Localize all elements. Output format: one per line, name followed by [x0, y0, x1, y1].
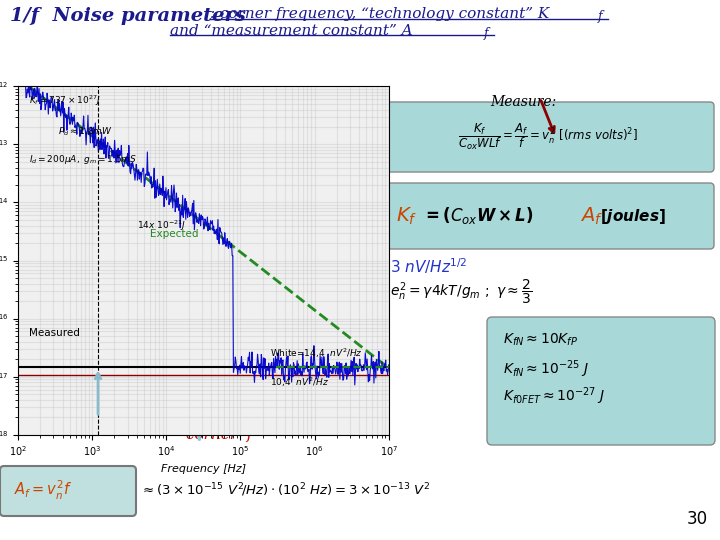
Text: $\boldsymbol{K_f}$: $\boldsymbol{K_f}$ [396, 205, 418, 227]
Text: $\boldsymbol{A_f}$: $\boldsymbol{A_f}$ [580, 205, 603, 227]
Text: Measured: Measured [29, 328, 80, 338]
Text: $\boldsymbol{[joules]}$: $\boldsymbol{[joules]}$ [600, 206, 666, 226]
Text: $P_d\approx1.8mW$: $P_d\approx1.8mW$ [58, 125, 113, 138]
Text: Expected: Expected [150, 230, 199, 239]
Text: $I_d=200\mu A,\ g_m=1.5mS$: $I_d=200\mu A,\ g_m=1.5mS$ [29, 153, 137, 166]
Text: $3\ nV / Hz^{1/2}$: $3\ nV / Hz^{1/2}$ [390, 256, 467, 276]
Text: $14x\ 10^{-21}J$: $14x\ 10^{-21}J$ [137, 219, 186, 233]
Text: $\approx (3\times10^{-15}\ V^2\!/Hz)\cdot(10^2\ Hz) = 3\times10^{-13}\ V^2$: $\approx (3\times10^{-15}\ V^2\!/Hz)\cdo… [140, 481, 431, 499]
X-axis label: Frequency [Hz]: Frequency [Hz] [161, 464, 246, 474]
Text: 1/f  Noise parameters: 1/f Noise parameters [10, 7, 246, 25]
Text: White=14,4  $nV^2/Hz$: White=14,4 $nV^2/Hz$ [270, 346, 363, 360]
Text: 10,4  $nV^2/Hz$: 10,4 $nV^2/Hz$ [270, 375, 329, 389]
FancyBboxPatch shape [487, 317, 715, 445]
FancyBboxPatch shape [381, 183, 714, 249]
Text: $e_n^2 = \gamma 4kT/g_m\ ;\ \gamma \approx \dfrac{2}{3}$: $e_n^2 = \gamma 4kT/g_m\ ;\ \gamma \appr… [390, 278, 532, 306]
Text: $\dfrac{K_f}{C_{ox}WLf} = \dfrac{A_f}{f} = v_n^2$$\ \left[(rms\ volts)^2\right]$: $\dfrac{K_f}{C_{ox}WLf} = \dfrac{A_f}{f}… [458, 122, 638, 152]
Text: $K_{fN} \approx 10K_{fP}$: $K_{fN} \approx 10K_{fP}$ [503, 332, 578, 348]
Text: $A_f = v_n^2 f$: $A_f = v_n^2 f$ [14, 478, 72, 502]
Text: : corner frequency, “technology constant” K: : corner frequency, “technology constant… [210, 7, 549, 21]
Text: $K_{fN} \approx 10^{-25}\ J$: $K_{fN} \approx 10^{-25}\ J$ [503, 358, 589, 380]
FancyBboxPatch shape [0, 466, 136, 516]
Text: $K_{f0FET} \approx 10^{-27}\ J$: $K_{f0FET} \approx 10^{-27}\ J$ [503, 385, 606, 407]
Text: f: f [484, 27, 489, 40]
Text: 30: 30 [687, 510, 708, 528]
Text: f: f [598, 10, 603, 23]
FancyBboxPatch shape [381, 102, 714, 172]
Text: "corner  f ": "corner f " [179, 428, 265, 442]
Text: Measure:: Measure: [490, 95, 557, 109]
Text: $K_f=737\times10^{27}J$: $K_f=737\times10^{27}J$ [29, 93, 101, 108]
Text: $\boldsymbol{= (C_{ox}W \times L)}$: $\boldsymbol{= (C_{ox}W \times L)}$ [422, 206, 534, 226]
Text: and “measurement constant” A: and “measurement constant” A [170, 24, 413, 38]
